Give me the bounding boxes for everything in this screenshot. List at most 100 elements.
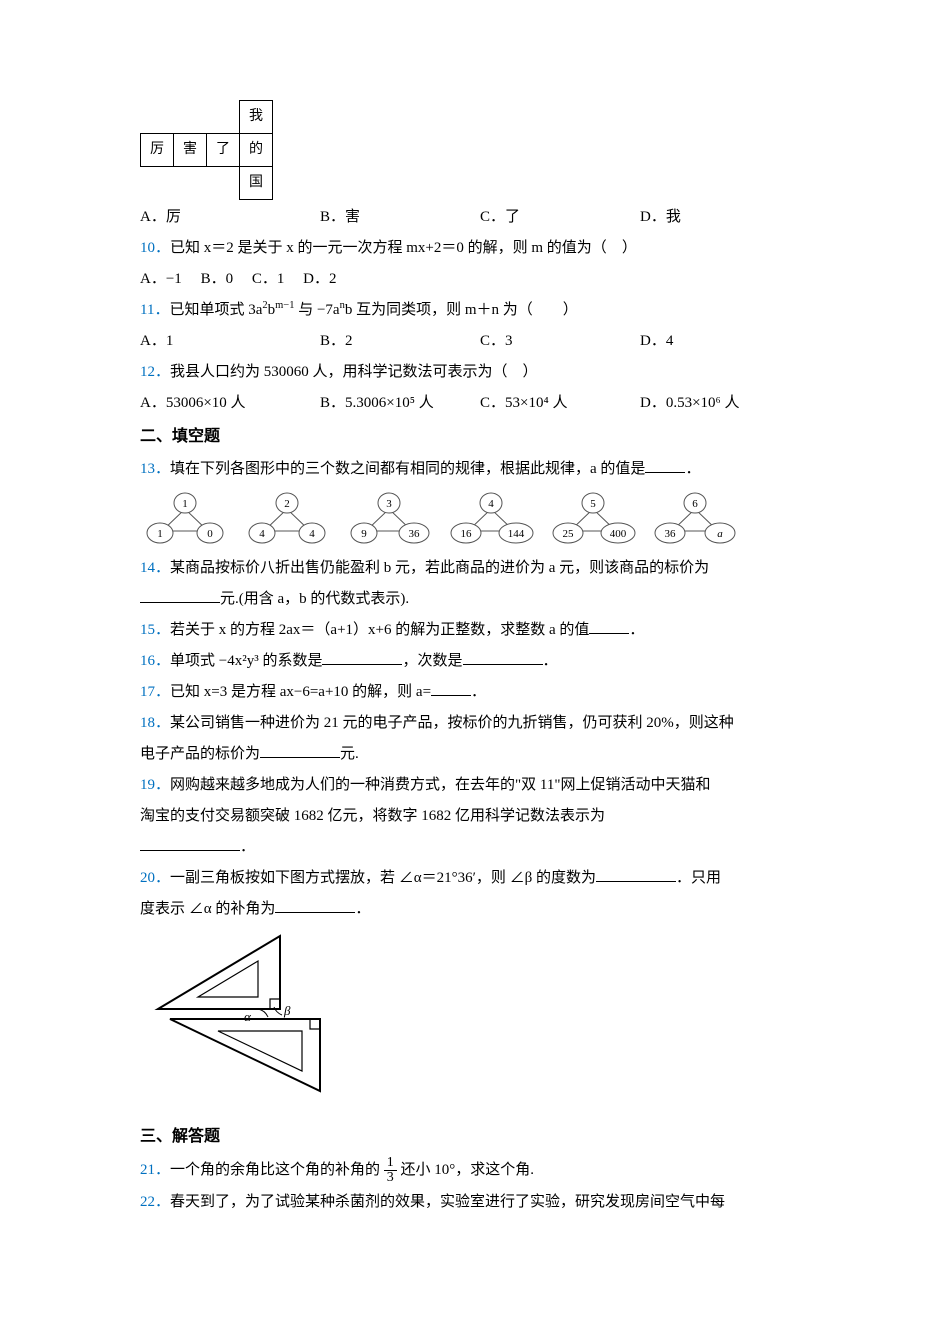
q21-pre: 一个角的余角比这个角的补角的 xyxy=(170,1162,384,1178)
blank xyxy=(260,743,340,758)
blank xyxy=(645,458,685,473)
q14: 14．某商品按标价八折出售仍能盈利 b 元，若此商品的进价为 a 元，则该商品的… xyxy=(140,555,805,582)
alpha-label: α xyxy=(244,1009,252,1024)
choice-c: C．1 xyxy=(252,271,285,287)
crossword-figure: 我 厉 害 了 的 国 xyxy=(140,100,273,200)
svg-text:144: 144 xyxy=(508,528,525,540)
svg-text:36: 36 xyxy=(409,528,421,540)
svg-text:25: 25 xyxy=(563,528,575,540)
blank xyxy=(431,681,471,696)
q15-text: 若关于 x 的方程 2ax＝（a+1）x+6 的解为正整数，求整数 a 的值 xyxy=(170,622,589,638)
q11-choices: A．1 B．2 C．3 D．4 xyxy=(140,328,805,355)
q12-text: 我县人口约为 530060 人，用科学记数法可表示为（ ） xyxy=(170,364,538,380)
q13: 13．填在下列各图形中的三个数之间都有相同的规律，根据此规律，a 的值是． xyxy=(140,456,805,483)
section3-heading: 三、解答题 xyxy=(140,1123,805,1152)
cross-cell: 厉 xyxy=(141,134,174,167)
q21-tail: 还小 10°，求这个角. xyxy=(397,1162,534,1178)
seq-right: 0 xyxy=(207,528,213,540)
blank xyxy=(589,619,629,634)
blank xyxy=(140,836,240,851)
cross-cell: 的 xyxy=(240,134,273,167)
q17-pre: 已知 x=3 是方程 ax−6=a+10 的解，则 a= xyxy=(170,684,431,700)
q17-num: 17． xyxy=(140,684,170,700)
choice-a: A．厉 xyxy=(140,204,320,231)
q10-num: 10． xyxy=(140,240,170,256)
svg-text:3: 3 xyxy=(386,498,392,510)
choice-a: A．1 xyxy=(140,328,320,355)
q14-tail: 元.(用含 a，b 的代数式表示). xyxy=(220,591,409,607)
q11-mid2: 与 −7a xyxy=(294,302,339,318)
q20-tail2: ． xyxy=(355,901,370,917)
q16: 16．单项式 −4x²y³ 的系数是，次数是． xyxy=(140,648,805,675)
blank xyxy=(275,898,355,913)
frac-den: 3 xyxy=(384,1171,397,1185)
choice-c: C．53×10⁴ 人 xyxy=(480,390,640,417)
svg-text:a: a xyxy=(717,528,723,540)
q19-tail: ． xyxy=(240,839,255,855)
q12: 12．我县人口约为 530060 人，用科学记数法可表示为（ ） xyxy=(140,359,805,386)
q10-choices: A．−1 B．0 C．1 D．2 xyxy=(140,266,805,293)
blank xyxy=(463,650,543,665)
svg-text:2: 2 xyxy=(284,498,290,510)
cross-cell-bottom: 国 xyxy=(240,167,273,200)
choice-b: B．2 xyxy=(320,328,480,355)
cross-cell: 害 xyxy=(174,134,207,167)
triangle-figure: α β xyxy=(140,931,805,1111)
q12-choices: A．53006×10 人 B．5.3006×10⁵ 人 C．53×10⁴ 人 D… xyxy=(140,390,805,417)
q18-pre2: 电子产品的标价为 xyxy=(140,746,260,762)
q11-tail: b 互为同类项，则 m＋n 为（ ） xyxy=(345,302,578,318)
q13-num: 13． xyxy=(140,461,170,477)
q19: 19．网购越来越多地成为人们的一种消费方式，在去年的"双 11"网上促销活动中天… xyxy=(140,772,805,799)
beta-label: β xyxy=(283,1003,291,1018)
fraction: 13 xyxy=(384,1156,397,1185)
seq-unit: 5 25 400 xyxy=(548,489,638,545)
q18-line2: 电子产品的标价为 元. xyxy=(140,741,805,768)
q19-line3: ． xyxy=(140,834,805,861)
blank xyxy=(322,650,402,665)
choice-b: B．0 xyxy=(201,271,234,287)
q10-text: 已知 x＝2 是关于 x 的一元一次方程 mx+2＝0 的解，则 m 的值为（ … xyxy=(170,240,637,256)
q20-num: 20． xyxy=(140,870,170,886)
seq-top: 1 xyxy=(182,498,188,510)
q20-line2: 度表示 ∠α 的补角为 ． xyxy=(140,896,805,923)
q17: 17．已知 x=3 是方程 ax−6=a+10 的解，则 a= ． xyxy=(140,679,805,706)
svg-text:4: 4 xyxy=(488,498,494,510)
choice-b: B．害 xyxy=(320,204,480,231)
blank xyxy=(140,588,220,603)
q13-text: 填在下列各图形中的三个数之间都有相同的规律，根据此规律，a 的值是 xyxy=(170,461,645,477)
q22: 22．春天到了，为了试验某种杀菌剂的效果，实验室进行了实验，研究发现房间空气中每 xyxy=(140,1189,805,1216)
q17-tail: ． xyxy=(471,684,486,700)
svg-text:4: 4 xyxy=(309,528,315,540)
svg-text:36: 36 xyxy=(665,528,677,540)
svg-text:5: 5 xyxy=(590,498,596,510)
frac-num: 1 xyxy=(384,1156,397,1171)
q20: 20．一副三角板按如下图方式摆放，若 ∠α＝21°36′，则 ∠β 的度数为．只… xyxy=(140,865,805,892)
svg-text:6: 6 xyxy=(692,498,698,510)
q22-num: 22． xyxy=(140,1194,170,1210)
choice-a: A．53006×10 人 xyxy=(140,390,320,417)
q12-num: 12． xyxy=(140,364,170,380)
choice-d: D．2 xyxy=(303,271,336,287)
q16-tail: ． xyxy=(543,653,558,669)
q20-tail: ．只用 xyxy=(676,870,721,886)
svg-text:16: 16 xyxy=(461,528,473,540)
choice-c: C．3 xyxy=(480,328,640,355)
svg-text:9: 9 xyxy=(361,528,367,540)
choice-c: C．了 xyxy=(480,204,640,231)
q16-num: 16． xyxy=(140,653,170,669)
seq-unit: 6 36 a xyxy=(650,489,740,545)
q15-num: 15． xyxy=(140,622,170,638)
svg-text:400: 400 xyxy=(610,528,627,540)
blank xyxy=(596,867,676,882)
q20-pre2: 度表示 ∠α 的补角为 xyxy=(140,901,275,917)
q19-line2: 淘宝的支付交易额突破 1682 亿元，将数字 1682 亿用科学记数法表示为 xyxy=(140,803,805,830)
q14-text: 某商品按标价八折出售仍能盈利 b 元，若此商品的进价为 a 元，则该商品的标价为 xyxy=(170,560,709,576)
seq-unit: 4 16 144 xyxy=(446,489,536,545)
q18-tail: 元. xyxy=(340,746,359,762)
svg-text:4: 4 xyxy=(259,528,265,540)
cross-cell: 了 xyxy=(207,134,240,167)
q16-mid: ，次数是 xyxy=(402,653,462,669)
section2-heading: 二、填空题 xyxy=(140,423,805,452)
seq-unit: 3 9 36 xyxy=(344,489,434,545)
q19-text2: 淘宝的支付交易额突破 1682 亿元，将数字 1682 亿用科学记数法表示为 xyxy=(140,808,605,824)
